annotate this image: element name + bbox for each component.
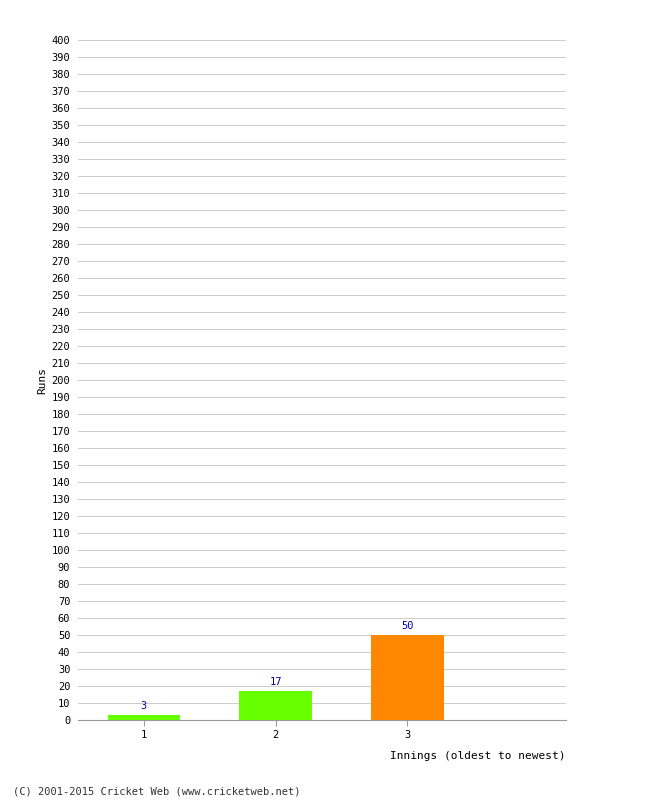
Bar [108,715,180,720]
Bar [371,635,443,720]
Text: 17: 17 [269,677,282,687]
Text: Innings (oldest to newest): Innings (oldest to newest) [390,750,566,761]
Text: 50: 50 [401,621,413,631]
Text: (C) 2001-2015 Cricket Web (www.cricketweb.net): (C) 2001-2015 Cricket Web (www.cricketwe… [13,786,300,796]
Text: 3: 3 [141,701,147,710]
Bar [239,691,312,720]
Y-axis label: Runs: Runs [38,366,47,394]
